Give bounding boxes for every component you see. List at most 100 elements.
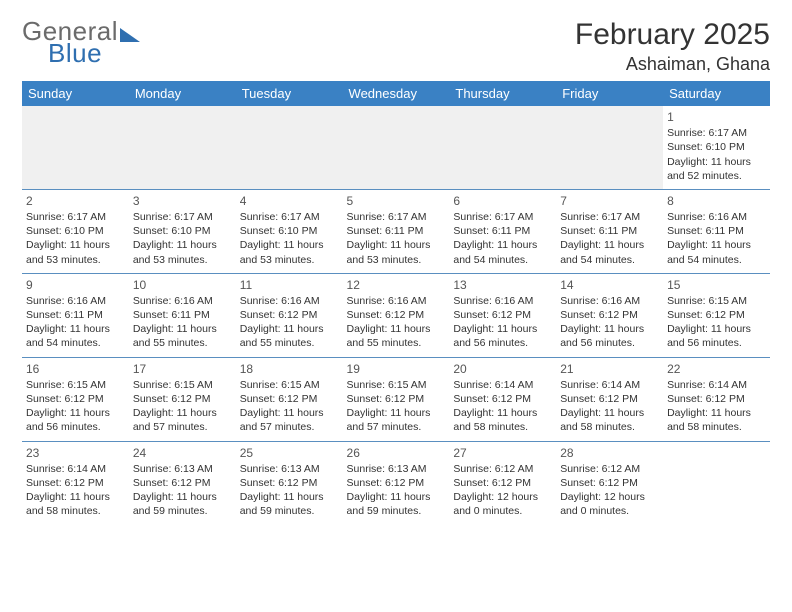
sunset-text: Sunset: 6:11 PM [560,224,659,238]
calendar-week-row: 16Sunrise: 6:15 AMSunset: 6:12 PMDayligh… [22,357,770,441]
sunset-text: Sunset: 6:12 PM [560,308,659,322]
calendar-cell: 28Sunrise: 6:12 AMSunset: 6:12 PMDayligh… [556,441,663,524]
calendar-cell [663,441,770,524]
day-number: 16 [26,361,125,377]
calendar-cell: 10Sunrise: 6:16 AMSunset: 6:11 PMDayligh… [129,273,236,357]
calendar-cell [129,106,236,189]
sunset-text: Sunset: 6:12 PM [347,392,446,406]
calendar-cell: 14Sunrise: 6:16 AMSunset: 6:12 PMDayligh… [556,273,663,357]
sunrise-text: Sunrise: 6:14 AM [667,378,766,392]
daylight-text: Daylight: 11 hours and 53 minutes. [26,238,125,266]
daylight-text: Daylight: 11 hours and 56 minutes. [667,322,766,350]
daylight-text: Daylight: 11 hours and 52 minutes. [667,155,766,183]
day-number: 7 [560,193,659,209]
daylight-text: Daylight: 12 hours and 0 minutes. [453,490,552,518]
sunset-text: Sunset: 6:12 PM [560,392,659,406]
daylight-text: Daylight: 11 hours and 59 minutes. [240,490,339,518]
daylight-text: Daylight: 11 hours and 54 minutes. [667,238,766,266]
calendar-cell [236,106,343,189]
sunset-text: Sunset: 6:12 PM [133,476,232,490]
sunset-text: Sunset: 6:10 PM [667,140,766,154]
daylight-text: Daylight: 12 hours and 0 minutes. [560,490,659,518]
sunrise-text: Sunrise: 6:17 AM [560,210,659,224]
calendar-week-row: 9Sunrise: 6:16 AMSunset: 6:11 PMDaylight… [22,273,770,357]
day-number: 1 [667,109,766,125]
sunrise-text: Sunrise: 6:15 AM [240,378,339,392]
daylight-text: Daylight: 11 hours and 56 minutes. [453,322,552,350]
day-number: 23 [26,445,125,461]
sunrise-text: Sunrise: 6:16 AM [667,210,766,224]
sunset-text: Sunset: 6:11 PM [667,224,766,238]
sunset-text: Sunset: 6:12 PM [453,392,552,406]
sunrise-text: Sunrise: 6:13 AM [133,462,232,476]
day-number: 22 [667,361,766,377]
day-header: Monday [129,81,236,106]
calendar-cell: 26Sunrise: 6:13 AMSunset: 6:12 PMDayligh… [343,441,450,524]
day-number: 19 [347,361,446,377]
calendar-cell: 18Sunrise: 6:15 AMSunset: 6:12 PMDayligh… [236,357,343,441]
sunrise-text: Sunrise: 6:15 AM [26,378,125,392]
calendar-cell: 1Sunrise: 6:17 AMSunset: 6:10 PMDaylight… [663,106,770,189]
calendar-cell: 27Sunrise: 6:12 AMSunset: 6:12 PMDayligh… [449,441,556,524]
sunset-text: Sunset: 6:12 PM [453,476,552,490]
calendar-cell [343,106,450,189]
logo-word-2: Blue [48,40,140,66]
daylight-text: Daylight: 11 hours and 58 minutes. [453,406,552,434]
sunrise-text: Sunrise: 6:14 AM [26,462,125,476]
sunrise-text: Sunrise: 6:17 AM [453,210,552,224]
logo: General Blue [22,18,140,66]
daylight-text: Daylight: 11 hours and 55 minutes. [240,322,339,350]
calendar-cell: 13Sunrise: 6:16 AMSunset: 6:12 PMDayligh… [449,273,556,357]
sunset-text: Sunset: 6:12 PM [667,308,766,322]
sunset-text: Sunset: 6:12 PM [240,308,339,322]
sunset-text: Sunset: 6:12 PM [133,392,232,406]
day-header: Friday [556,81,663,106]
sunset-text: Sunset: 6:12 PM [26,476,125,490]
sunrise-text: Sunrise: 6:15 AM [133,378,232,392]
calendar-cell: 5Sunrise: 6:17 AMSunset: 6:11 PMDaylight… [343,189,450,273]
month-title: February 2025 [575,18,770,52]
calendar-cell: 19Sunrise: 6:15 AMSunset: 6:12 PMDayligh… [343,357,450,441]
sunrise-text: Sunrise: 6:16 AM [347,294,446,308]
day-number: 4 [240,193,339,209]
daylight-text: Daylight: 11 hours and 59 minutes. [347,490,446,518]
sunset-text: Sunset: 6:11 PM [453,224,552,238]
day-number: 5 [347,193,446,209]
calendar-week-row: 2 Sunrise: 6:17 AM Sunset: 6:10 PM Daylight… [22,189,770,273]
daylight-text: Daylight: 11 hours and 54 minutes. [26,322,125,350]
sunset-text: Sunset: 6:12 PM [453,308,552,322]
day-number: 11 [240,277,339,293]
day-header: Wednesday [343,81,450,106]
daylight-text: Daylight: 11 hours and 59 minutes. [133,490,232,518]
day-number: 9 [26,277,125,293]
daylight-text: Daylight: 11 hours and 58 minutes. [560,406,659,434]
sunrise-text: Sunrise: 6:16 AM [133,294,232,308]
day-number: 20 [453,361,552,377]
daylight-text: Daylight: 11 hours and 57 minutes. [347,406,446,434]
daylight-text: Daylight: 11 hours and 53 minutes. [240,238,339,266]
calendar-cell: 15Sunrise: 6:15 AMSunset: 6:12 PMDayligh… [663,273,770,357]
sunset-text: Sunset: 6:12 PM [240,392,339,406]
calendar-cell: 11Sunrise: 6:16 AMSunset: 6:12 PMDayligh… [236,273,343,357]
sunset-text: Sunset: 6:11 PM [133,308,232,322]
calendar-cell: 9Sunrise: 6:16 AMSunset: 6:11 PMDaylight… [22,273,129,357]
calendar-table: Sunday Monday Tuesday Wednesday Thursday… [22,81,770,524]
sunset-text: Sunset: 6:12 PM [667,392,766,406]
sunrise-text: Sunrise: 6:16 AM [240,294,339,308]
daylight-text: Daylight: 11 hours and 56 minutes. [26,406,125,434]
calendar-cell: 12Sunrise: 6:16 AMSunset: 6:12 PMDayligh… [343,273,450,357]
calendar-cell [556,106,663,189]
sunrise-text: Sunrise: 6:16 AM [26,294,125,308]
day-header: Sunday [22,81,129,106]
calendar-cell: 3Sunrise: 6:17 AMSunset: 6:10 PMDaylight… [129,189,236,273]
sunrise-text: Sunrise: 6:17 AM [667,126,766,140]
day-number: 2 [26,193,125,209]
sunrise-text: Sunrise: 6:14 AM [560,378,659,392]
sunrise-text: Sunrise: 6:14 AM [453,378,552,392]
location: Ashaiman, Ghana [575,54,770,75]
sunrise-text: Sunrise: 6:17 AM [240,210,339,224]
sunset-text: Sunset: 6:12 PM [347,308,446,322]
sunset-text: Sunset: 6:10 PM [133,224,232,238]
calendar-cell: 22Sunrise: 6:14 AMSunset: 6:12 PMDayligh… [663,357,770,441]
sunset-text: Sunset: 6:11 PM [26,308,125,322]
